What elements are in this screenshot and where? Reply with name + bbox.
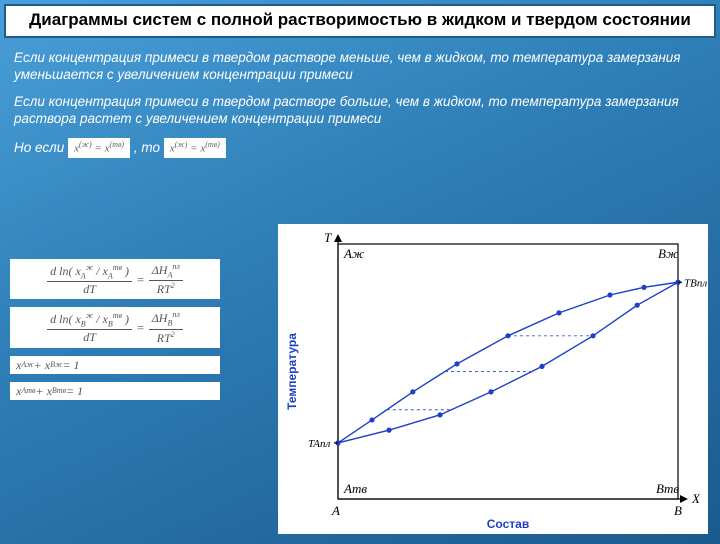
- inline-formula-2: x(ж) = x(тв): [164, 138, 226, 158]
- formula-1: d ln( xAж / xAтв )dT = ΔHAплRT2: [10, 259, 220, 299]
- svg-text:Температура: Температура: [285, 333, 299, 410]
- svg-text:B: B: [674, 503, 682, 518]
- svg-text:Bж: Bж: [658, 246, 678, 261]
- paragraph-2: Если концентрация примеси в твердом раст…: [0, 86, 720, 130]
- svg-text:TBпл: TBпл: [684, 277, 707, 289]
- svg-text:X: X: [691, 491, 701, 506]
- svg-text:Состав: Состав: [487, 517, 529, 531]
- svg-text:T: T: [324, 230, 332, 245]
- phase-diagram: T X Aж Bж Aтв Bтв A B TAпл TBпл Температура Состав: [278, 224, 708, 534]
- formula-stack: d ln( xAж / xAтв )dT = ΔHAплRT2 d ln( xB…: [10, 259, 220, 408]
- svg-text:Aтв: Aтв: [343, 481, 367, 496]
- svg-text:TAпл: TAпл: [308, 438, 331, 450]
- title-bar: Диаграммы систем с полной растворимостью…: [4, 4, 716, 38]
- formula-3: xAж + xBж = 1: [10, 356, 220, 374]
- formula-4: xAтв + xBтв = 1: [10, 382, 220, 400]
- chart-svg: T X Aж Bж Aтв Bтв A B TAпл TBпл Температура Состав: [278, 224, 708, 534]
- formula-2: d ln( xBж / xBтв )dT = ΔHBплRT2: [10, 307, 220, 347]
- inline-formula-1: x(ж) = x(тв): [68, 138, 130, 158]
- slide-title: Диаграммы систем с полной растворимостью…: [14, 10, 706, 30]
- svg-text:Bтв: Bтв: [656, 481, 679, 496]
- para3-before: Но если: [14, 140, 64, 155]
- svg-text:Aж: Aж: [343, 246, 364, 261]
- para3-mid: , то: [134, 140, 160, 155]
- svg-text:A: A: [331, 503, 340, 518]
- paragraph-1: Если концентрация примеси в твердом раст…: [0, 42, 720, 86]
- paragraph-3: Но если x(ж) = x(тв) , то x(ж) = x(тв): [0, 130, 720, 160]
